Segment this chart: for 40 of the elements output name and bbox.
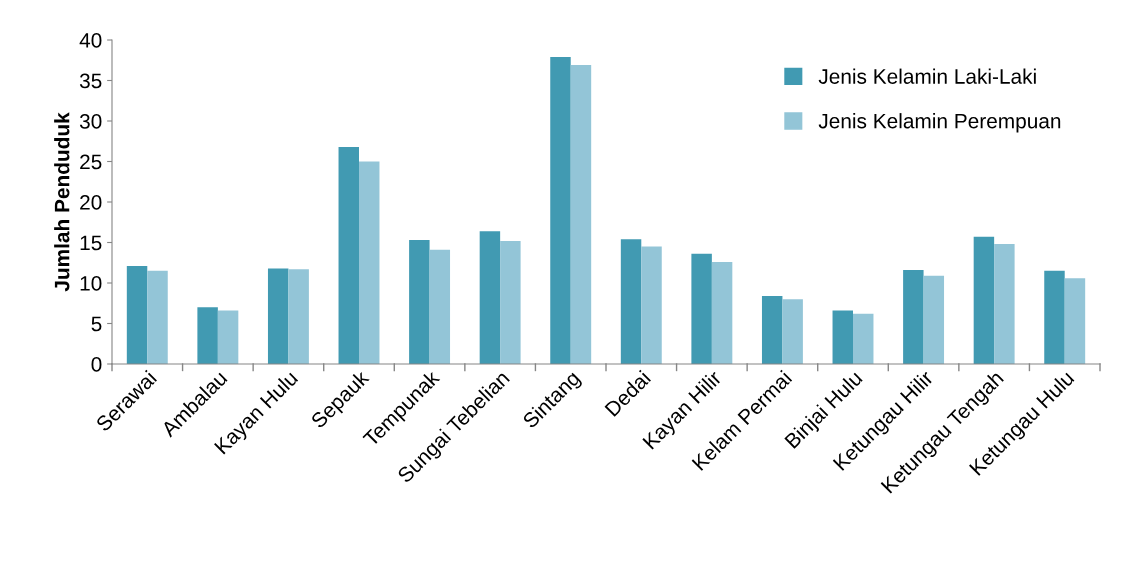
bar xyxy=(197,307,218,364)
bar xyxy=(1044,270,1065,364)
bar xyxy=(973,236,995,364)
bar xyxy=(903,270,924,364)
bar xyxy=(711,261,733,364)
bar xyxy=(691,253,712,364)
y-tick-label: 10 xyxy=(80,276,102,291)
legend-label: Jenis Kelamin Perempuan xyxy=(818,113,1061,133)
bar xyxy=(994,244,1015,364)
bar xyxy=(832,310,853,364)
bar xyxy=(479,231,501,364)
bar xyxy=(550,57,571,364)
bar xyxy=(620,239,642,364)
bar xyxy=(500,240,521,364)
bar xyxy=(217,310,239,364)
bar xyxy=(782,299,803,364)
bar xyxy=(641,246,662,364)
bar xyxy=(570,65,592,364)
y-tick-label: 0 xyxy=(91,357,102,372)
y-tick-label: 25 xyxy=(80,154,102,170)
y-tick-label: 15 xyxy=(80,235,102,251)
bar xyxy=(761,295,783,364)
bar xyxy=(126,265,148,364)
bar xyxy=(359,161,380,364)
bar xyxy=(853,313,874,364)
bar xyxy=(338,146,359,364)
y-tick-label: 30 xyxy=(79,114,102,129)
y-axis-title: Jumlah Penduduk xyxy=(54,112,70,292)
y-tick-label: 5 xyxy=(91,316,102,332)
legend-label: Jenis Kelamin Laki-Laki xyxy=(818,68,1036,84)
bar xyxy=(429,249,451,364)
bar xyxy=(1064,278,1086,364)
bar xyxy=(147,270,168,364)
y-tick-label: 35 xyxy=(79,73,102,89)
bar xyxy=(409,240,430,364)
bar xyxy=(923,275,945,364)
y-tick-label: 20 xyxy=(80,195,102,210)
y-tick-label: 40 xyxy=(79,33,102,48)
bar xyxy=(288,269,309,364)
bar xyxy=(267,268,289,364)
